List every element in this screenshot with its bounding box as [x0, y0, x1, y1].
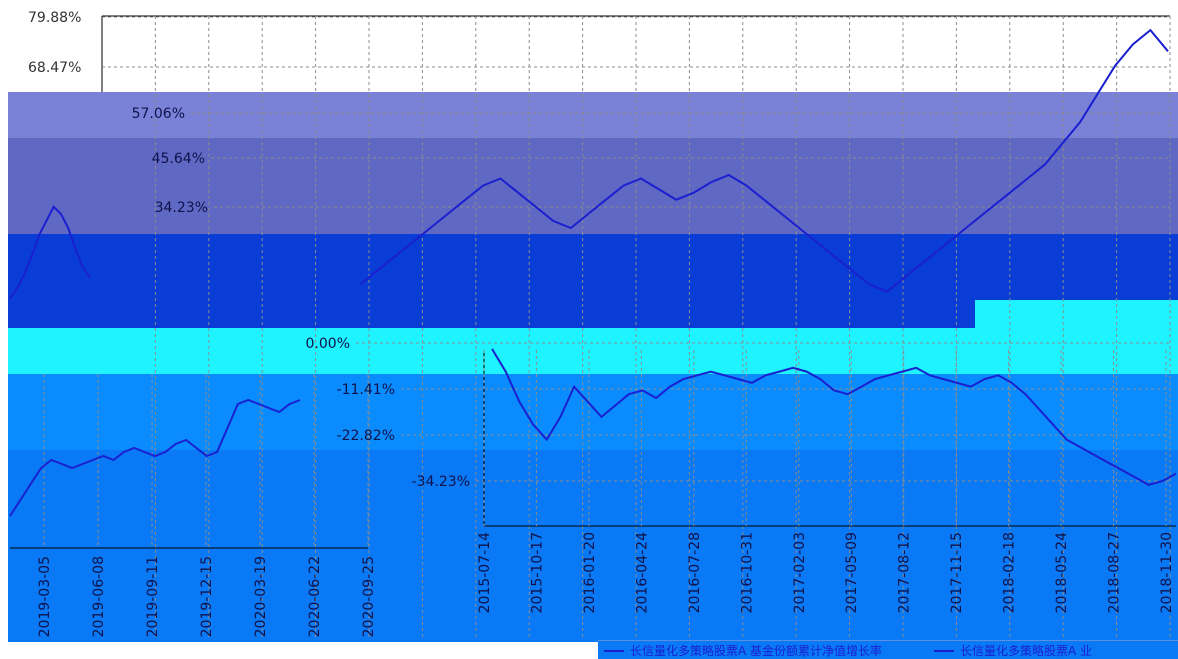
br-x-tick-label-1: 2015-07-14 — [477, 532, 493, 613]
legend-svg: 长信量化多策略股票A 基金份额累计净值增长率 长信量化多策略股票A 业 — [604, 643, 1092, 658]
glitch-bands — [8, 92, 1178, 642]
series-bottom-right — [491, 348, 1177, 486]
y-tick-label-1: 79.88% — [28, 10, 81, 26]
band-6 — [8, 450, 1178, 642]
y-tick-label-4: 45.64% — [152, 151, 205, 167]
bl-x-tick-label-5: 2020-03-19 — [253, 556, 269, 637]
legend-entry-1: 长信量化多策略股票A 基金份额累计净值增长率 — [630, 643, 882, 658]
band-5 — [8, 374, 1178, 450]
y-tick-label-5: 34.23% — [155, 200, 208, 216]
y-tick-label-2: 68.47% — [28, 60, 81, 76]
y-tick-label-7: -11.41% — [337, 382, 395, 398]
grid-layer — [10, 15, 1176, 640]
band-1 — [8, 92, 1178, 138]
y-tick-label-3: 57.06% — [132, 106, 185, 122]
series-top-main — [359, 28, 1169, 293]
bl-x-tick-label-6: 2020-06-22 — [307, 556, 323, 637]
y-tick-label-6: 0.00% — [306, 336, 350, 352]
br-x-tick-label-9: 2017-08-12 — [897, 532, 913, 613]
legend-bar: 长信量化多策略股票A 基金份额累计净值增长率 长信量化多策略股票A 业 — [598, 640, 1178, 659]
tick-label-layer: 79.88% 68.47% 57.06% 45.64% 34.23% 0.00% -11.4… — [28, 10, 1175, 637]
bl-x-tick-label-4: 2019-12-15 — [199, 556, 215, 637]
br-x-tick-label-5: 2016-07-28 — [687, 532, 703, 613]
br-x-tick-label-6: 2016-10-31 — [739, 532, 755, 613]
legend-entry-2: 长信量化多策略股票A 业 — [960, 643, 1092, 658]
band-cyan-right — [975, 300, 1178, 350]
series-layer — [9, 28, 1177, 517]
br-x-tick-label-13: 2018-08-27 — [1107, 532, 1123, 613]
br-x-tick-label-4: 2016-04-24 — [634, 532, 650, 613]
y-tick-label-9: -34.23% — [412, 474, 470, 490]
br-x-tick-label-3: 2016-01-20 — [582, 532, 598, 613]
series-top-left — [9, 205, 91, 300]
br-x-tick-label-7: 2017-02-03 — [792, 532, 808, 613]
br-x-tick-label-8: 2017-05-09 — [844, 532, 860, 613]
bl-x-tick-label-3: 2019-09-11 — [145, 556, 161, 637]
br-x-tick-label-12: 2018-05-24 — [1054, 532, 1070, 613]
br-x-tick-label-14: 2018-11-30 — [1159, 532, 1175, 613]
band-cyan-left — [8, 328, 248, 374]
series-bottom-left — [9, 398, 301, 517]
bl-x-tick-label-2: 2019-06-08 — [91, 556, 107, 637]
y-tick-label-8: -22.82% — [337, 428, 395, 444]
band-2 — [8, 138, 1178, 234]
bl-x-tick-label-1: 2019-03-05 — [37, 556, 53, 637]
bl-x-tick-label-7: 2020-09-25 — [361, 556, 377, 637]
br-x-tick-label-11: 2018-02-18 — [1002, 532, 1018, 613]
br-x-tick-label-10: 2017-11-15 — [949, 532, 965, 613]
br-x-tick-label-2: 2015-10-17 — [529, 532, 545, 613]
